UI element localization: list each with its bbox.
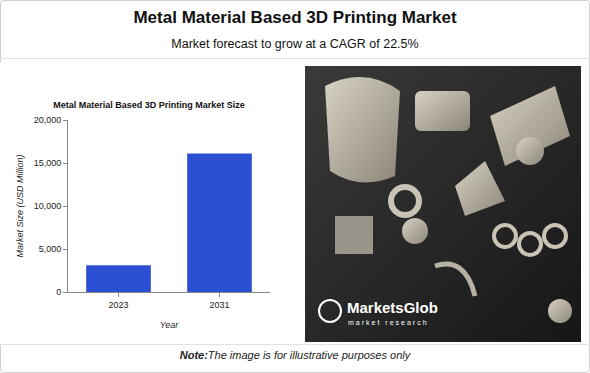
svg-text:market research: market research bbox=[348, 319, 429, 326]
svg-text:5,000: 5,000 bbox=[39, 244, 62, 254]
svg-text:2031: 2031 bbox=[209, 300, 229, 310]
svg-text:Market Size (USD Million): Market Size (USD Million) bbox=[15, 154, 25, 257]
html-text:Note: The image is for illustr: Note: The image is for illustrative purp… bbox=[179, 349, 411, 361]
svg-text:Metal Material Based 3D Printi: Metal Material Based 3D Printing Market … bbox=[53, 100, 245, 110]
svg-text:2023: 2023 bbox=[108, 300, 128, 310]
svg-text:15,000: 15,000 bbox=[34, 158, 62, 168]
html-text:Market forecast to grow at a C: Market forecast to grow at a CAGR of 22.… bbox=[171, 37, 419, 51]
html-text:Metal Material Based 3D Printi: Metal Material Based 3D Printing Market bbox=[133, 8, 457, 27]
svg-text:10,000: 10,000 bbox=[34, 201, 62, 211]
svg-text:Year: Year bbox=[160, 320, 180, 330]
svg-text:MarketsGlob: MarketsGlob bbox=[347, 299, 438, 316]
svg-text:0: 0 bbox=[56, 287, 61, 297]
svg-text:20,000: 20,000 bbox=[34, 115, 62, 125]
